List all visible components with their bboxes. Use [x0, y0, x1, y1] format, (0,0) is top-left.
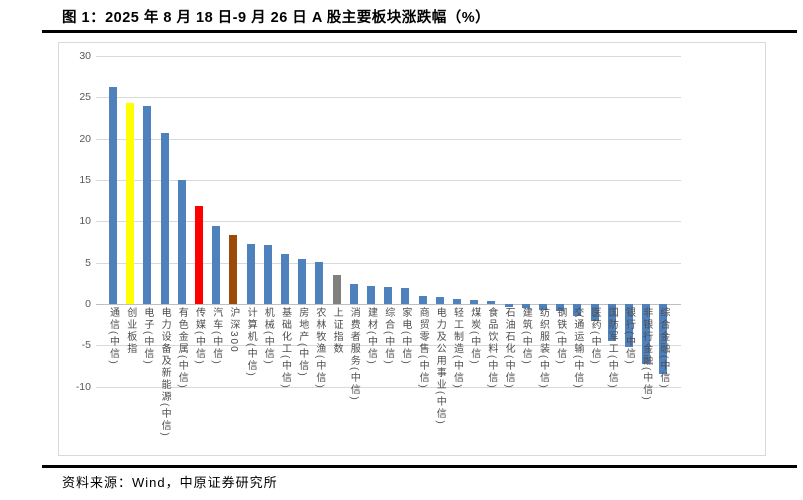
y-gridline [96, 262, 681, 264]
x-axis-category-label: 有色金属(中信) [176, 307, 188, 390]
y-axis-tick-label: 25 [79, 91, 91, 104]
x-axis-category-label: 电力及公用事业(中信) [434, 307, 446, 426]
x-axis-category-label: 商贸零售(中信) [417, 307, 429, 390]
figure-title: 图 1：2025 年 8 月 18 日-9 月 26 日 A 股主要板块涨跌幅（… [62, 10, 491, 26]
x-axis-category-label: 消费者服务(中信) [348, 307, 360, 402]
bar [453, 299, 461, 304]
bar [281, 254, 289, 304]
bar [384, 286, 393, 304]
x-axis-category-label: 交通运输(中信) [571, 307, 583, 390]
bar [177, 179, 186, 304]
y-axis-tick-label: 15 [79, 173, 91, 186]
x-axis-category-label: 非银行金融(中信) [640, 307, 652, 402]
footer-divider-rule [42, 465, 797, 468]
bar [556, 304, 565, 312]
x-axis-category-label: 综合金融(中信) [657, 307, 669, 390]
y-gridline [96, 179, 681, 181]
x-axis-category-label: 综合(中信) [382, 307, 394, 366]
plot-area: 30 25 20 15 10 5 0 -5 -10 通信(中信) 创业板指 电子(中信) 电力设备及新能… [59, 43, 765, 455]
x-axis-category-label: 煤炭(中信) [468, 307, 480, 366]
chart-panel: 30 25 20 15 10 5 0 -5 -10 通信(中信) 创业板指 电子(中信) 电力设备及新能… [58, 42, 766, 456]
x-axis-category-label: 电力设备及新能源(中信) [159, 307, 171, 438]
x-axis-category-label: 建材(中信) [365, 307, 377, 366]
x-axis-category-label: 石油石化(中信) [503, 307, 515, 390]
bar [573, 304, 582, 316]
bar [659, 304, 668, 375]
x-axis-category-label: 银行(中信) [623, 307, 635, 366]
y-gridline [96, 345, 681, 347]
x-axis-category-label: 汽车(中信) [210, 307, 222, 366]
y-axis-tick-label: 20 [79, 132, 91, 145]
x-axis-category-label: 机械(中信) [262, 307, 274, 366]
bar [332, 275, 341, 304]
bar [435, 296, 444, 304]
bar [487, 300, 496, 304]
y-gridline [96, 97, 681, 99]
bar [246, 244, 255, 304]
bar [590, 304, 599, 321]
y-axis-tick-label: -10 [75, 380, 91, 393]
x-axis-category-label: 农林牧渔(中信) [313, 307, 325, 390]
bar [418, 295, 427, 304]
x-axis-category-label: 纺织服装(中信) [537, 307, 549, 390]
bar [212, 226, 221, 304]
x-axis-category-label: 房地产(中信) [296, 307, 308, 378]
bar [504, 304, 513, 308]
x-axis-category-label: 建筑(中信) [520, 307, 532, 366]
x-axis-category-label: 沪深300 [227, 307, 239, 354]
bar [401, 288, 410, 304]
x-axis-category-label: 国防军工(中信) [606, 307, 618, 390]
x-axis-category-label: 电子(中信) [141, 307, 153, 366]
bar [160, 132, 169, 304]
bar [195, 206, 203, 304]
bar [539, 304, 547, 310]
y-axis-tick-label: 30 [79, 49, 91, 62]
x-axis-category-label: 上证指数 [331, 307, 343, 355]
bar [315, 261, 324, 304]
bar [470, 299, 479, 304]
bar [607, 304, 616, 342]
x-axis-category-label: 食品饮料(中信) [485, 307, 497, 390]
y-axis-tick-label: 0 [85, 298, 91, 310]
y-axis-tick-label: -5 [81, 339, 91, 352]
bar [625, 304, 633, 347]
y-gridline [96, 138, 681, 140]
bar [367, 285, 375, 304]
x-axis-category-label: 传媒(中信) [193, 307, 205, 366]
y-axis-tick-label: 5 [85, 256, 91, 269]
bar [521, 304, 530, 309]
x-axis-category-label: 创业板指 [124, 307, 136, 355]
y-axis-tick-label: 10 [79, 215, 91, 228]
x-axis-category-label: 通信(中信) [107, 307, 119, 366]
x-axis-category-label: 家电(中信) [399, 307, 411, 366]
bar [126, 103, 135, 304]
x-axis-zero-line [96, 304, 681, 305]
x-axis-category-label: 基础化工(中信) [279, 307, 291, 390]
y-gridline [96, 386, 681, 388]
bar [109, 87, 117, 304]
title-divider-rule [42, 30, 797, 33]
y-gridline [96, 55, 681, 57]
bar [298, 259, 307, 304]
bar [642, 304, 651, 365]
x-axis-category-label: 医药(中信) [589, 307, 601, 366]
x-axis-category-label: 轻工制造(中信) [451, 307, 463, 390]
bar [263, 245, 272, 304]
bar [349, 284, 358, 304]
bar [229, 235, 238, 304]
y-gridline [96, 221, 681, 223]
x-axis-category-label: 计算机(中信) [245, 307, 257, 378]
x-axis-category-label: 钢铁(中信) [554, 307, 566, 366]
source-note: 资料来源：Wind，中原证券研究所 [62, 475, 278, 490]
bar [143, 105, 152, 304]
